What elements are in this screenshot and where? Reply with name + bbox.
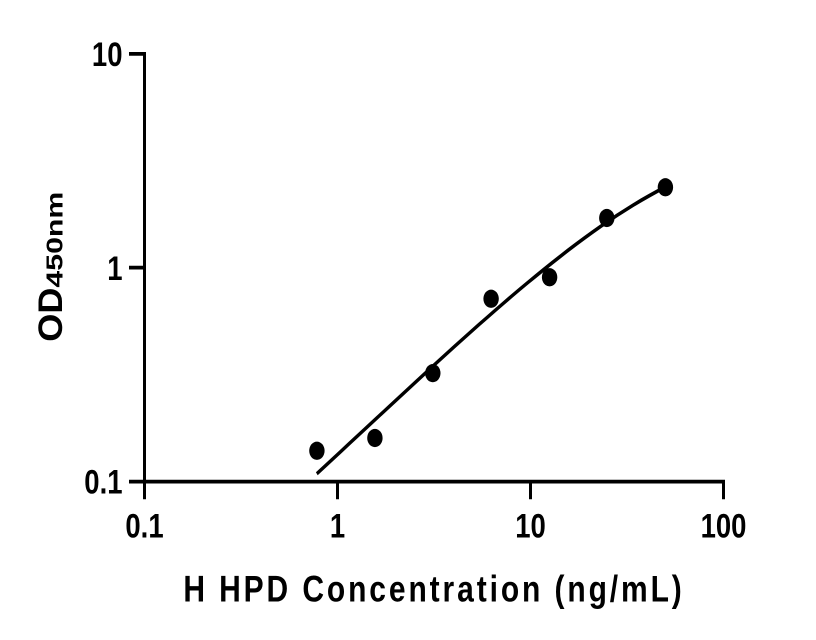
svg-text:0.1: 0.1 [125, 507, 163, 546]
svg-text:1: 1 [330, 507, 345, 546]
svg-text:OD: OD [32, 288, 70, 342]
svg-text:450nm: 450nm [41, 192, 68, 288]
svg-text:10: 10 [92, 35, 123, 74]
svg-text:10: 10 [515, 507, 546, 546]
svg-text:1: 1 [107, 249, 122, 288]
svg-text:H HPD Concentration (ng/mL): H HPD Concentration (ng/mL) [183, 569, 684, 611]
svg-text:0.1: 0.1 [84, 463, 122, 502]
svg-text:100: 100 [701, 507, 747, 546]
